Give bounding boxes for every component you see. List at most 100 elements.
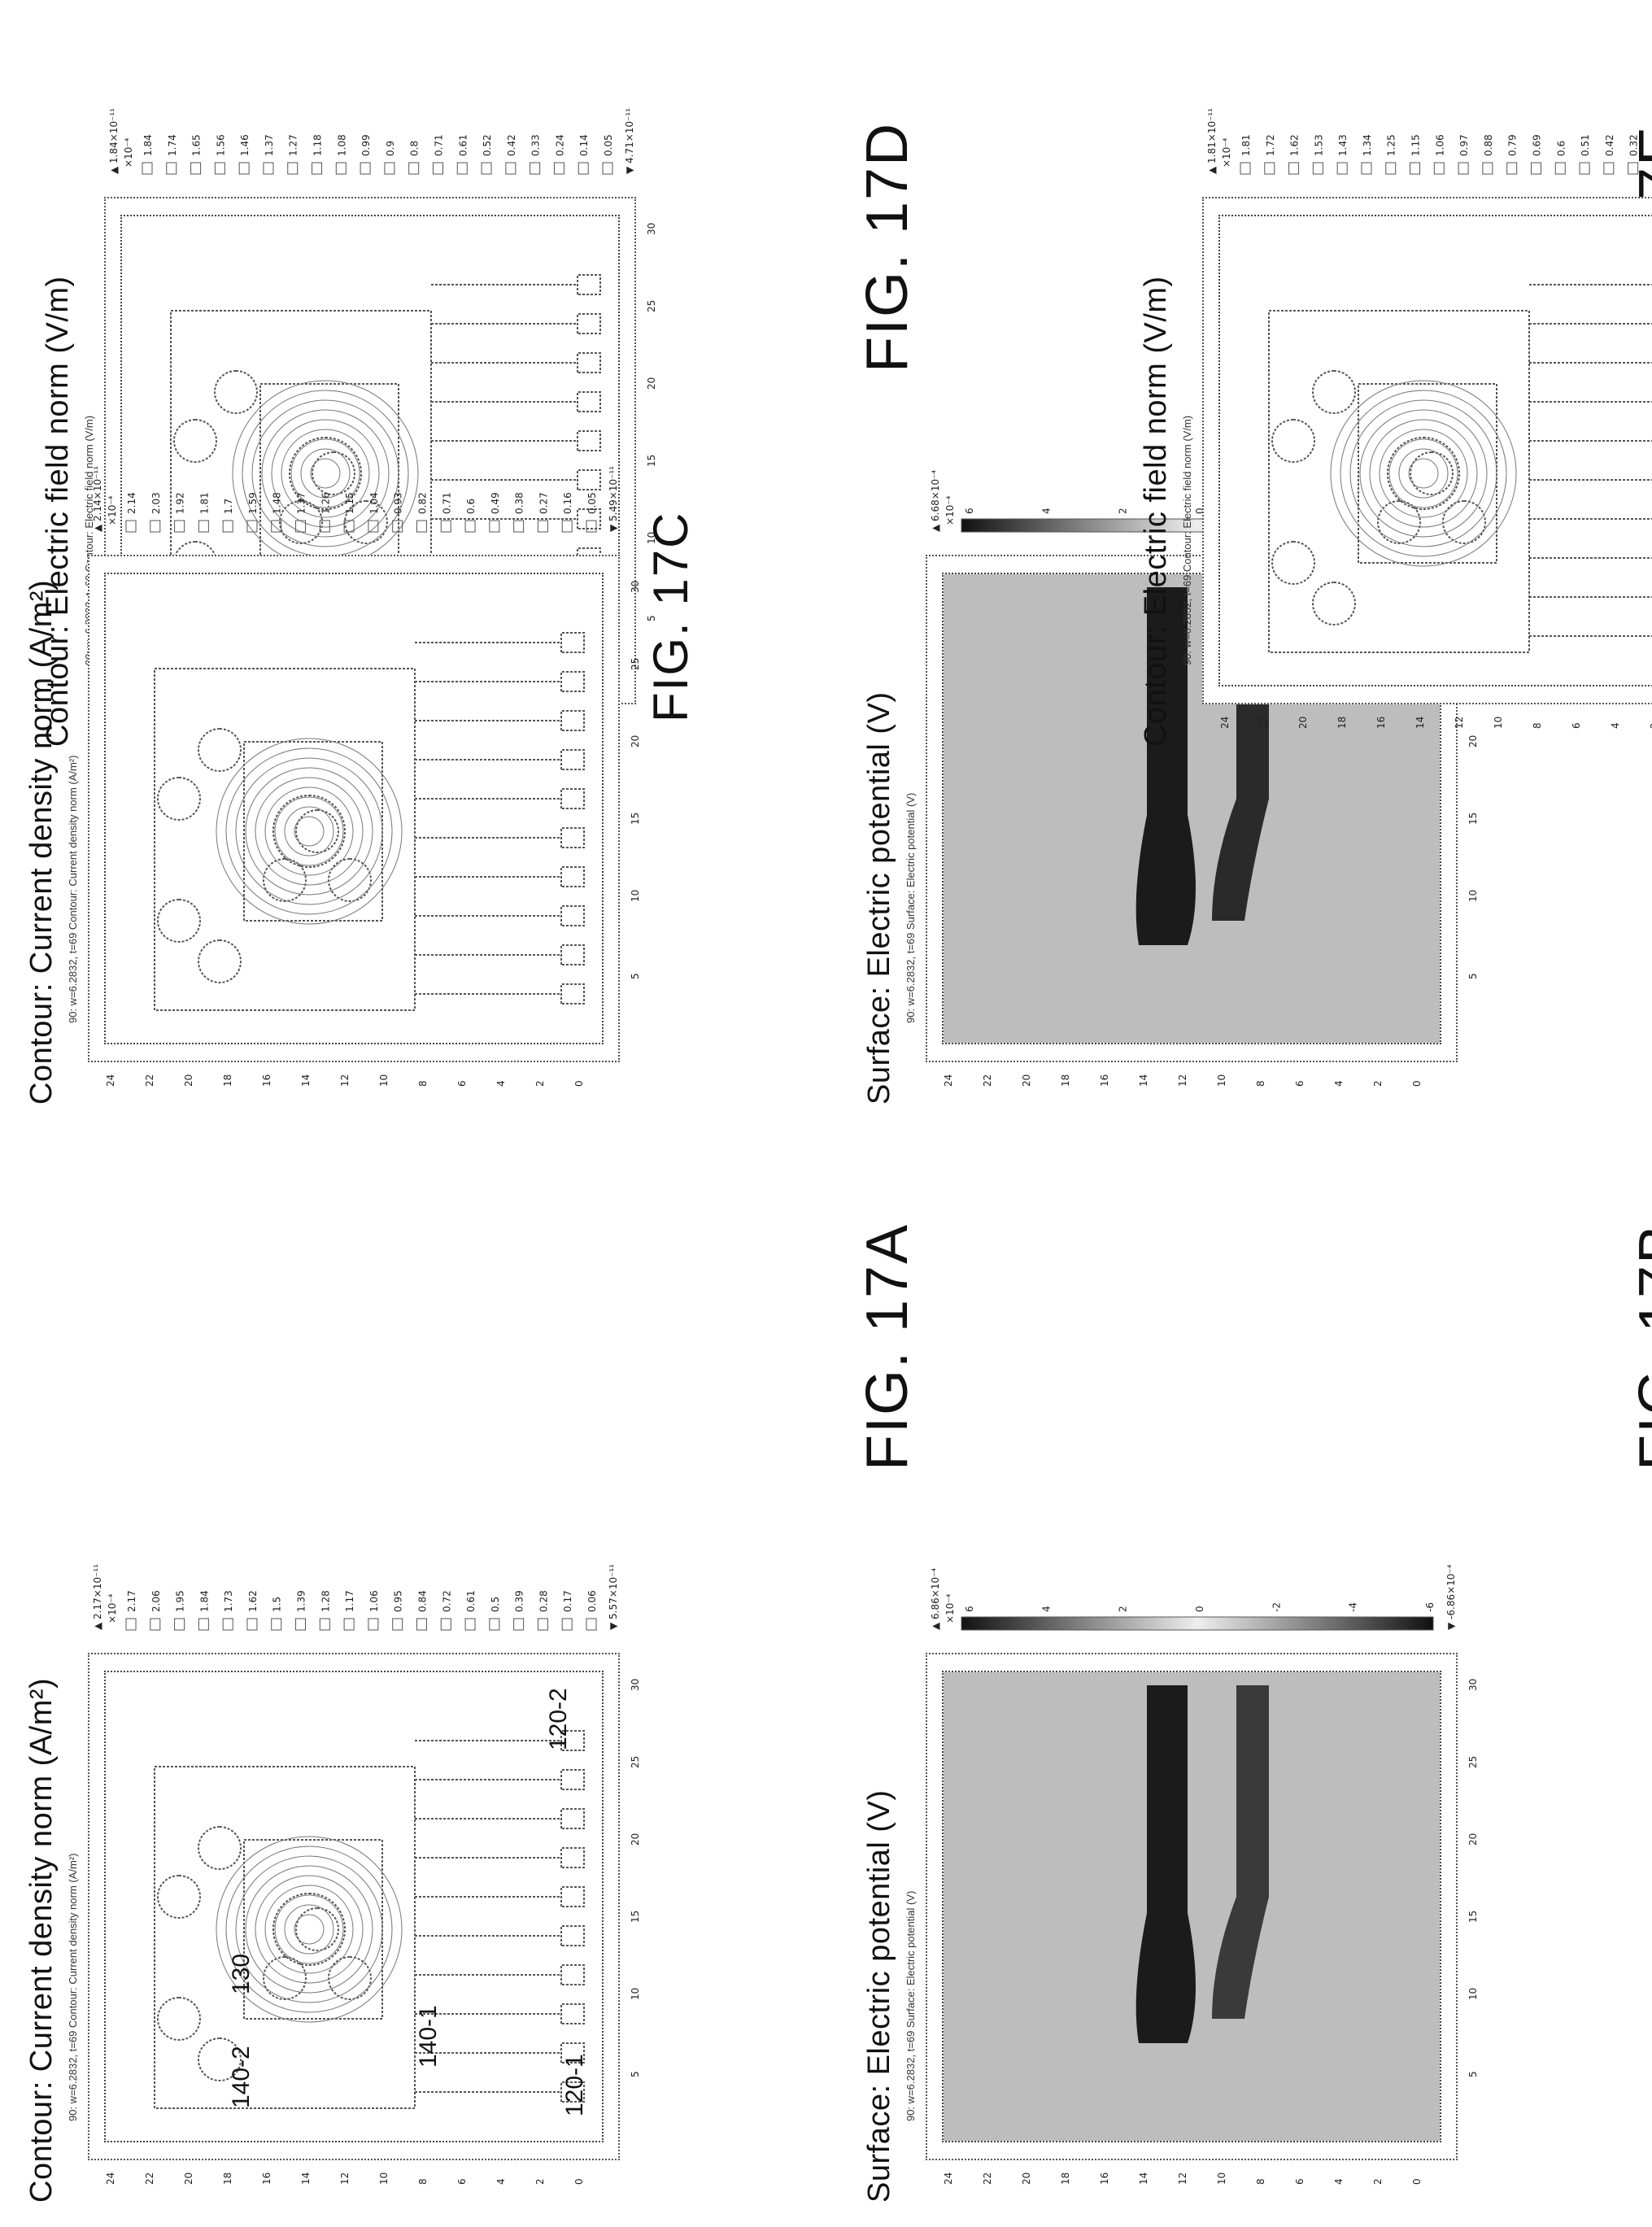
center-electrode (272, 795, 346, 868)
y-tick-label: 8 (417, 1080, 429, 1087)
x-tick-label: 10 (1467, 890, 1479, 902)
contour-line (1369, 419, 1478, 528)
reference-numeral-120-2: 120-2 (545, 1688, 572, 1750)
legend-swatch (1628, 162, 1639, 175)
legend-max: ▲ 2.17×10⁻¹¹ (92, 1564, 103, 1630)
y-tick-label: 0 (573, 1080, 585, 1087)
electrode-pad (1271, 419, 1315, 463)
y-tick-label: 8 (417, 2178, 429, 2185)
legend-level: 1.39 (296, 1590, 307, 1612)
panel-title: Contour: Current density norm (A/m²) (24, 1677, 59, 2203)
y-tick-label: 14 (300, 2173, 312, 2185)
contact-pad (560, 2003, 585, 2024)
legend-swatch (464, 520, 476, 533)
legend-swatch (263, 162, 274, 175)
contour-line (264, 1885, 354, 1974)
y-tick-label: 18 (222, 1074, 233, 1087)
x-tick-label: 5 (1467, 973, 1479, 979)
y-tick-label: 18 (1336, 717, 1348, 729)
legend-swatch (408, 162, 420, 175)
legend-swatch (537, 1618, 548, 1631)
legend-swatch (271, 1618, 282, 1631)
y-tick-label: 10 (378, 2173, 390, 2185)
y-tick-label: 18 (1060, 2173, 1071, 2185)
electrode-pad (1312, 370, 1356, 414)
outer-boundary (154, 668, 416, 1011)
contour-line (245, 1865, 373, 1994)
electrode-pad (157, 899, 201, 943)
contour-line (264, 787, 354, 876)
contact-pad (560, 1769, 585, 1790)
legend-level: 0.6 (465, 499, 477, 514)
x-tick-label: 30 (646, 223, 657, 235)
legend-level: 0.05 (586, 492, 598, 514)
contour-line (281, 429, 370, 518)
legend-level: -4 (1348, 1602, 1359, 1612)
legend-level: 1.5 (272, 1597, 283, 1612)
legend-swatch (561, 1618, 573, 1631)
contour-line (310, 458, 341, 489)
y-tick-label: 4 (1610, 722, 1621, 729)
legend-swatch (530, 162, 541, 175)
legend-min: ▼ 5.57×10⁻¹¹ (608, 1564, 619, 1630)
legend-swatch (222, 520, 233, 533)
y-tick-label: 16 (261, 2173, 272, 2185)
x-tick-label: 20 (646, 377, 657, 390)
legend-scale: ×10⁻⁴ (123, 137, 134, 168)
potential-background (944, 1672, 1440, 2141)
legend-level: 0.42 (506, 134, 517, 156)
contact-pad (560, 710, 585, 731)
y-tick-label: 0 (573, 2178, 585, 2185)
x-tick-label: 30 (630, 1679, 641, 1691)
legend-level: 0.88 (1483, 134, 1494, 156)
reference-numeral-140-2: 140-2 (228, 2046, 255, 2108)
x-tick-label: 30 (1467, 1679, 1479, 1691)
legend-level: 0.84 (416, 1590, 428, 1612)
electrode-pad (279, 500, 323, 544)
contact-pad (560, 827, 585, 848)
legend-swatch (150, 520, 161, 533)
legend-swatch (1385, 162, 1397, 175)
legend-level: 1.37 (296, 492, 307, 514)
electrode-layout (1218, 215, 1652, 686)
y-tick-label: 18 (1060, 1074, 1071, 1087)
y-tick-label: 24 (943, 2173, 954, 2185)
contour-line (274, 796, 344, 866)
y-tick-label: 6 (1571, 722, 1582, 729)
legend-swatch (1458, 162, 1469, 175)
electrode-layout-drawing (154, 1730, 585, 2109)
legend-level: 1.74 (167, 134, 178, 156)
contact-pad (560, 1808, 585, 1829)
legend-level: 2 (1118, 1606, 1129, 1612)
x-tick-label: 15 (1467, 813, 1479, 825)
y-tick-label: 2 (1372, 1080, 1384, 1087)
potential-lobe (1212, 1685, 1269, 2019)
figure-label-17b: FIG. 17B (1628, 1222, 1652, 1471)
legend-level: 0.71 (441, 492, 452, 514)
electrode-pad (328, 1956, 372, 2000)
x-tick-label: 15 (630, 813, 641, 825)
legend-level: 0.99 (360, 134, 372, 156)
legend-swatch (271, 520, 282, 533)
legend-swatch (1603, 162, 1615, 175)
legend-level: 0.95 (393, 1590, 404, 1612)
y-tick-label: 12 (339, 1074, 351, 1087)
y-tick-label: 22 (982, 1074, 993, 1087)
legend-level: 1.72 (1265, 134, 1276, 156)
legend-level: 0.16 (562, 492, 573, 514)
electrode-pad (157, 1997, 201, 2041)
contour-line (255, 777, 364, 886)
y-tick-label: 6 (1294, 2178, 1305, 2185)
legend-swatch (198, 520, 209, 533)
electrode-pad (198, 1826, 242, 1870)
legend-min: ▼ 4.71×10⁻¹¹ (624, 108, 635, 174)
electrode-pad (295, 1907, 339, 1951)
y-tick-label: 10 (1493, 717, 1504, 729)
panel-subtitle: 90: w=6.2832, t=69 Surface: Electric pot… (904, 1890, 917, 2121)
x-tick-label: 20 (630, 735, 641, 747)
legend-swatch (1312, 162, 1323, 175)
legend-swatch (602, 162, 613, 175)
